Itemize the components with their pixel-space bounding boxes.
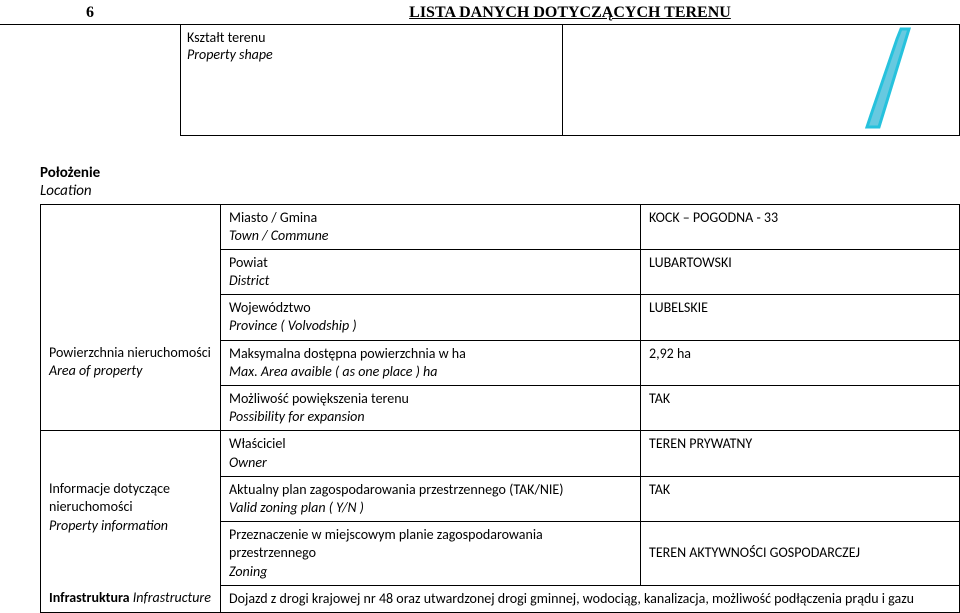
page-number: 6 [0, 0, 180, 25]
cat-pl: Infrastruktura [49, 589, 130, 606]
value-maxarea: 2,92 ha [641, 340, 960, 385]
property-shape-label-cell: Kształt terenu Property shape [181, 25, 563, 135]
label-en: Max. Area avaible ( as one place ) ha [229, 363, 632, 381]
category-info: Informacje dotyczące nieruchomości Prope… [41, 476, 221, 585]
label-en: District [229, 272, 632, 290]
table-row: Informacje dotyczące nieruchomości Prope… [41, 476, 960, 521]
label-owner: Właściciel Owner [221, 431, 641, 476]
page-title: LISTA DANYCH DOTYCZĄCYCH TERENU [180, 0, 960, 25]
location-heading: Położenie Location [40, 164, 960, 200]
header-row: 6 LISTA DANYCH DOTYCZĄCYCH TERENU [0, 0, 960, 25]
top-table: Kształt terenu Property shape [180, 25, 960, 136]
label-pl: Powiat [229, 254, 268, 271]
table-row: Infrastruktura Infrastructure Dojazd z d… [41, 585, 960, 612]
label-pl: Maksymalna dostępna powierzchnia w ha [229, 345, 466, 362]
value-expand: TAK [641, 386, 960, 431]
value-owner: TEREN PRYWATNY [641, 431, 960, 476]
label-pl: Aktualny plan zagospodarowania przestrze… [229, 481, 564, 498]
value-powiat: LUBARTOWSKI [641, 249, 960, 294]
location-heading-pl: Położenie [40, 164, 100, 182]
shape-polygon [867, 29, 909, 127]
category-empty [41, 204, 221, 340]
label-en: Valid zoning plan ( Y/N ) [229, 499, 632, 517]
main-table: Miasto / Gmina Town / Commune KOCK – POG… [40, 204, 960, 613]
label-powiat: Powiat District [221, 249, 641, 294]
label-expand: Możliwość powiększenia terenu Possibilit… [221, 386, 641, 431]
label-plan: Aktualny plan zagospodarowania przestrze… [221, 476, 641, 521]
value-infra: Dojazd z drogi krajowej nr 48 oraz utwar… [221, 585, 960, 612]
cat-en: Property information [49, 517, 212, 535]
property-shape-icon [839, 25, 929, 133]
category-infra: Infrastruktura Infrastructure [41, 585, 221, 612]
property-shape-label-pl: Kształt terenu [187, 29, 265, 46]
value-woj: LUBELSKIE [641, 295, 960, 340]
cat-en: Infrastructure [133, 589, 211, 606]
location-heading-en: Location [40, 182, 960, 200]
table-row: Powierzchnia nieruchomości Area of prope… [41, 340, 960, 385]
label-pl: Przeznaczenie w miejscowym planie zagosp… [229, 526, 543, 561]
cat-pl: Powierzchnia nieruchomości [49, 344, 211, 361]
property-shape-graphic-cell [562, 25, 959, 135]
table-row: Właściciel Owner TEREN PRYWATNY [41, 431, 960, 476]
label-miasto: Miasto / Gmina Town / Commune [221, 204, 641, 249]
value-plan: TAK [641, 476, 960, 521]
cat-pl: Informacje dotyczące nieruchomości [49, 480, 170, 515]
label-pl: Miasto / Gmina [229, 209, 317, 226]
label-pl: Właściciel [229, 435, 286, 452]
label-maxarea: Maksymalna dostępna powierzchnia w ha Ma… [221, 340, 641, 385]
page-container: 6 LISTA DANYCH DOTYCZĄCYCH TERENU Kształ… [0, 0, 960, 613]
value-miasto: KOCK – POGODNA - 33 [641, 204, 960, 249]
label-zoning: Przeznaczenie w miejscowym planie zagosp… [221, 522, 641, 586]
label-en: Province ( Volvodship ) [229, 317, 632, 335]
label-woj: Województwo Province ( Volvodship ) [221, 295, 641, 340]
label-pl: Możliwość powiększenia terenu [229, 390, 409, 407]
cat-en: Area of property [49, 362, 212, 380]
label-en: Zoning [229, 563, 632, 581]
category-area: Powierzchnia nieruchomości Area of prope… [41, 340, 221, 431]
property-shape-label-en: Property shape [187, 46, 273, 63]
table-row: Miasto / Gmina Town / Commune KOCK – POG… [41, 204, 960, 249]
label-pl: Województwo [229, 299, 311, 316]
label-en: Town / Commune [229, 227, 632, 245]
value-zoning: TEREN AKTYWNOŚCI GOSPODARCZEJ [641, 522, 960, 586]
category-empty-2 [41, 431, 221, 476]
label-en: Owner [229, 454, 632, 472]
value-zoning-text: TEREN AKTYWNOŚCI GOSPODARCZEJ [649, 544, 860, 561]
label-en: Possibility for expansion [229, 408, 632, 426]
